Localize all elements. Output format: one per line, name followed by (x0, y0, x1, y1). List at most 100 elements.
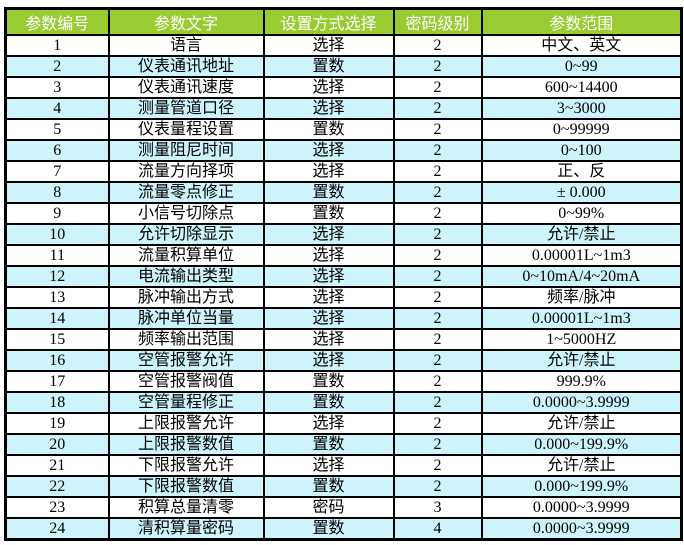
param-number-cell: 22 (4, 475, 110, 498)
table-row: 15 频率输出范围 选择 2 1~5000HZ (4, 328, 683, 351)
param-number-cell: 11 (4, 244, 110, 267)
param-range-cell: 允许/禁止 (480, 454, 683, 477)
setting-method-cell: 置数 (262, 370, 395, 393)
setting-method-cell: 选择 (262, 139, 395, 162)
password-level-cell: 2 (392, 118, 483, 141)
param-text-cell: 上限报警数值 (107, 433, 265, 456)
parameter-table: 参数编号 参数文字 设置方式选择 密码级别 参数范围 1 语言 选择 2 中文、英文 2 仪表通讯地… (4, 7, 683, 541)
column-header-param-number: 参数编号 (4, 7, 110, 36)
column-header-setting-method: 设置方式选择 (262, 7, 395, 36)
param-range-cell: 0~99 (480, 55, 683, 78)
setting-method-cell: 置数 (262, 55, 395, 78)
param-range-cell: 0.00001L~1m3 (480, 307, 683, 330)
param-number-cell: 20 (4, 433, 110, 456)
param-text-cell: 流量积算单位 (107, 244, 265, 267)
password-level-cell: 4 (392, 517, 483, 541)
table-row: 22 下限报警数值 置数 2 0.000~199.9% (4, 475, 683, 498)
param-text-cell: 下限报警允许 (107, 454, 265, 477)
password-level-cell: 2 (392, 412, 483, 435)
param-number-cell: 2 (4, 55, 110, 78)
table-row: 13 脉冲输出方式 选择 2 频率/脉冲 (4, 286, 683, 309)
table-row: 5 仪表量程设置 置数 2 0~99999 (4, 118, 683, 141)
param-text-cell: 脉冲输出方式 (107, 286, 265, 309)
param-number-cell: 12 (4, 265, 110, 288)
param-number-cell: 5 (4, 118, 110, 141)
param-text-cell: 空管报警阀值 (107, 370, 265, 393)
param-number-cell: 17 (4, 370, 110, 393)
param-text-cell: 空管报警允许 (107, 349, 265, 372)
param-number-cell: 8 (4, 181, 110, 204)
param-number-cell: 9 (4, 202, 110, 225)
param-range-cell: 0.000~199.9% (480, 433, 683, 456)
param-range-cell: 0.0000~3.9999 (480, 391, 683, 414)
table-row: 10 允许切除显示 选择 2 允许/禁止 (4, 223, 683, 246)
param-range-cell: 中文、英文 (480, 34, 683, 57)
param-text-cell: 测量阻尼时间 (107, 139, 265, 162)
table-row: 18 空管量程修正 置数 2 0.0000~3.9999 (4, 391, 683, 414)
password-level-cell: 2 (392, 244, 483, 267)
table-row: 4 测量管道口径 选择 2 3~3000 (4, 97, 683, 120)
password-level-cell: 2 (392, 55, 483, 78)
password-level-cell: 2 (392, 265, 483, 288)
param-number-cell: 13 (4, 286, 110, 309)
password-level-cell: 2 (392, 286, 483, 309)
table-row: 6 测量阻尼时间 选择 2 0~100 (4, 139, 683, 162)
param-number-cell: 3 (4, 76, 110, 99)
param-range-cell: 0~10mA/4~20mA (480, 265, 683, 288)
param-text-cell: 空管量程修正 (107, 391, 265, 414)
param-range-cell: 3~3000 (480, 97, 683, 120)
param-number-cell: 23 (4, 496, 110, 519)
param-range-cell: ± 0.000 (480, 181, 683, 204)
setting-method-cell: 密码 (262, 496, 395, 519)
param-number-cell: 24 (4, 517, 110, 541)
setting-method-cell: 置数 (262, 433, 395, 456)
table-row: 17 空管报警阀值 置数 2 999.9% (4, 370, 683, 393)
param-text-cell: 仪表通讯速度 (107, 76, 265, 99)
password-level-cell: 2 (392, 223, 483, 246)
table-row: 2 仪表通讯地址 置数 2 0~99 (4, 55, 683, 78)
password-level-cell: 2 (392, 454, 483, 477)
password-level-cell: 2 (392, 475, 483, 498)
param-range-cell: 0~100 (480, 139, 683, 162)
password-level-cell: 2 (392, 391, 483, 414)
table-row: 24 清积算量密码 置数 4 0.0000~3.9999 (4, 517, 683, 541)
setting-method-cell: 选择 (262, 328, 395, 351)
setting-method-cell: 选择 (262, 160, 395, 183)
param-text-cell: 流量零点修正 (107, 181, 265, 204)
param-number-cell: 4 (4, 97, 110, 120)
param-range-cell: 0.0000~3.9999 (480, 496, 683, 519)
setting-method-cell: 置数 (262, 181, 395, 204)
param-text-cell: 脉冲单位当量 (107, 307, 265, 330)
param-range-cell: 允许/禁止 (480, 349, 683, 372)
table-row: 20 上限报警数值 置数 2 0.000~199.9% (4, 433, 683, 456)
password-level-cell: 2 (392, 202, 483, 225)
setting-method-cell: 选择 (262, 76, 395, 99)
password-level-cell: 2 (392, 97, 483, 120)
table-row: 23 积算总量清零 密码 3 0.0000~3.9999 (4, 496, 683, 519)
param-text-cell: 流量方向择项 (107, 160, 265, 183)
password-level-cell: 2 (392, 307, 483, 330)
password-level-cell: 2 (392, 34, 483, 57)
password-level-cell: 2 (392, 370, 483, 393)
param-text-cell: 测量管道口径 (107, 97, 265, 120)
password-level-cell: 2 (392, 139, 483, 162)
password-level-cell: 2 (392, 433, 483, 456)
table-row: 14 脉冲单位当量 选择 2 0.00001L~1m3 (4, 307, 683, 330)
param-text-cell: 仪表量程设置 (107, 118, 265, 141)
setting-method-cell: 置数 (262, 202, 395, 225)
param-text-cell: 语言 (107, 34, 265, 57)
table-row: 9 小信号切除点 置数 2 0~99% (4, 202, 683, 225)
password-level-cell: 2 (392, 328, 483, 351)
table-row: 3 仪表通讯速度 选择 2 600~14400 (4, 76, 683, 99)
param-text-cell: 下限报警数值 (107, 475, 265, 498)
param-range-cell: 0.000~199.9% (480, 475, 683, 498)
param-number-cell: 21 (4, 454, 110, 477)
column-header-param-range: 参数范围 (480, 7, 683, 36)
setting-method-cell: 选择 (262, 286, 395, 309)
table-row: 12 电流输出类型 选择 2 0~10mA/4~20mA (4, 265, 683, 288)
param-text-cell: 小信号切除点 (107, 202, 265, 225)
password-level-cell: 2 (392, 76, 483, 99)
param-text-cell: 允许切除显示 (107, 223, 265, 246)
setting-method-cell: 选择 (262, 223, 395, 246)
param-range-cell: 999.9% (480, 370, 683, 393)
